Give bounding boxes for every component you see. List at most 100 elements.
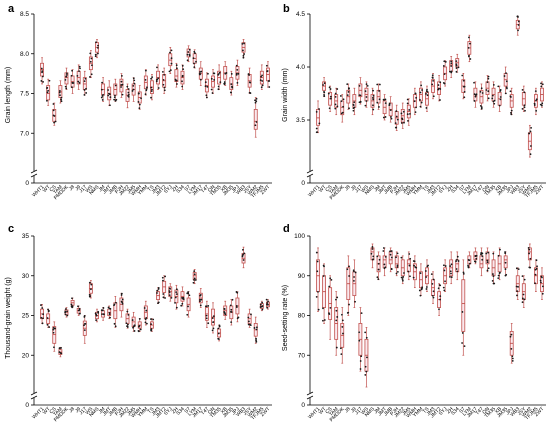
data-point	[247, 73, 250, 75]
x-tick-label: S34	[450, 184, 461, 195]
box-PMDDK	[64, 67, 69, 90]
data-point	[162, 78, 165, 81]
data-point	[225, 72, 228, 74]
box-TM35	[491, 251, 496, 285]
data-point	[76, 74, 79, 77]
x-tick-label: LYM	[461, 184, 472, 195]
data-point	[108, 313, 111, 316]
box-PMDDK	[339, 94, 345, 123]
data-point	[58, 347, 61, 350]
data-point	[468, 36, 470, 39]
box-TAM	[334, 87, 339, 116]
box-WMH	[412, 255, 418, 289]
data-point	[133, 324, 136, 327]
data-point	[528, 266, 531, 269]
data-point	[164, 297, 166, 299]
data-point	[372, 94, 375, 97]
data-point	[181, 80, 183, 83]
data-point	[132, 326, 134, 329]
data-point	[510, 347, 513, 350]
data-point	[335, 309, 338, 312]
data-point	[150, 90, 153, 93]
data-point	[60, 347, 62, 349]
data-point	[419, 105, 422, 108]
data-point	[207, 305, 210, 307]
data-point	[230, 72, 233, 75]
data-point	[70, 305, 73, 308]
data-point	[491, 97, 494, 100]
x-tick-label: WT	[42, 184, 52, 194]
data-point	[487, 267, 490, 270]
data-point	[126, 85, 129, 88]
data-point	[242, 259, 245, 261]
data-point	[247, 316, 250, 319]
box-QN	[485, 247, 490, 273]
data-point	[479, 105, 482, 107]
data-point	[395, 115, 398, 118]
data-point	[53, 121, 56, 124]
data-point	[243, 252, 246, 255]
data-point	[442, 286, 445, 289]
data-point	[133, 82, 136, 85]
box-ZH	[449, 56, 454, 78]
x-tick-label: TAM	[328, 406, 339, 417]
data-point	[217, 332, 220, 335]
data-point	[83, 80, 86, 83]
data-point	[255, 328, 258, 331]
x-tick-label: SYJ	[438, 406, 449, 417]
data-point	[467, 264, 469, 267]
data-point	[503, 75, 506, 77]
x-tick-label: J17	[354, 406, 364, 416]
data-point	[323, 265, 325, 268]
y-tick-label: 0	[301, 180, 305, 187]
box-NMS	[94, 308, 100, 323]
data-point	[329, 306, 332, 309]
data-point	[400, 256, 403, 259]
data-point	[322, 307, 324, 310]
x-tick-label: J9	[350, 184, 358, 192]
data-point	[157, 77, 160, 80]
data-point	[419, 272, 422, 275]
data-point	[420, 84, 423, 87]
data-point	[198, 72, 201, 75]
box-S7	[461, 259, 466, 356]
box-WB3	[515, 15, 520, 36]
data-point	[108, 311, 111, 314]
x-tick-label: S7	[183, 406, 192, 415]
data-point	[85, 87, 87, 90]
data-point	[235, 73, 238, 76]
data-point	[138, 318, 141, 320]
x-tick-label: JM5	[401, 406, 412, 417]
data-point	[194, 279, 197, 281]
data-point	[243, 42, 245, 45]
data-point	[52, 109, 55, 112]
data-point	[101, 99, 104, 101]
data-point	[107, 306, 110, 309]
data-point	[219, 81, 222, 84]
data-point	[371, 246, 374, 248]
data-point	[174, 301, 176, 304]
data-point	[242, 248, 244, 251]
data-point	[426, 88, 428, 91]
box-TAM	[58, 346, 63, 358]
data-point	[88, 281, 91, 284]
data-point	[455, 67, 458, 69]
data-point	[394, 126, 397, 129]
data-point	[443, 82, 446, 85]
box-WT	[322, 77, 326, 98]
data-point	[425, 286, 428, 288]
y-tick-label: 7.5	[20, 91, 29, 98]
data-point	[511, 357, 514, 360]
box-WHT1	[40, 304, 45, 325]
box-QN	[485, 75, 490, 102]
data-point	[517, 268, 520, 271]
box-JPJ	[509, 87, 514, 116]
box-SYJ	[442, 259, 448, 292]
data-point	[113, 98, 116, 101]
data-point	[534, 282, 536, 285]
data-point	[64, 313, 67, 316]
data-point	[89, 295, 91, 298]
data-point	[450, 71, 453, 74]
data-point	[126, 326, 129, 328]
box-iqr	[394, 255, 399, 269]
